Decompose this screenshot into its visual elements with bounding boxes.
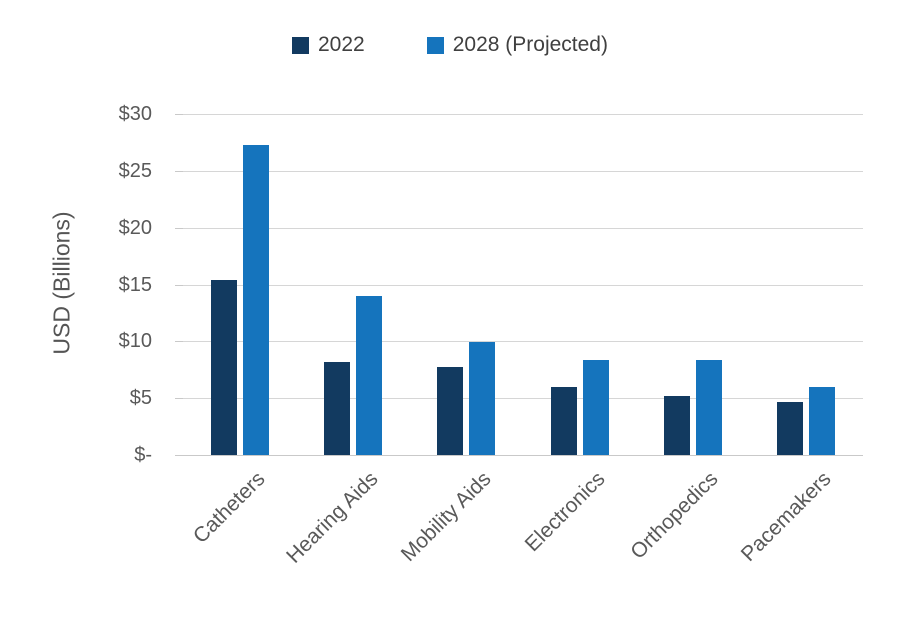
y-tick-label: $25 [118,160,152,182]
y-tick-label: $5 [129,387,152,409]
bar-2028-projected--electronics [583,360,609,455]
legend-item-2028-projected: 2028 (Projected) [426,33,608,57]
bar-2022-mobility-aids [437,367,463,455]
gridline-20 [183,228,863,229]
legend-swatch-2028-projected [426,36,444,54]
bar-2022-electronics [551,387,577,455]
gridline-25 [183,171,863,172]
bar-2028-projected--orthopedics [696,360,722,455]
bar-2022-catheters [211,280,237,455]
bar-2022-pacemakers [777,402,803,455]
y-tick-mark [175,455,183,456]
y-tick-label: $- [134,444,152,466]
gridline-15 [183,285,863,286]
gridline-0 [183,455,863,456]
bar-2028-projected--pacemakers [809,387,835,455]
bar-2028-projected--hearing-aids [356,296,382,455]
bar-2028-projected--catheters [243,145,269,455]
legend-item-2022: 2022 [292,33,365,57]
y-tick-mark [175,285,183,286]
legend-label-2022: 2022 [318,33,365,56]
y-tick-mark [175,114,183,115]
legend-label-2028-projected: 2028 (Projected) [452,33,608,56]
bar-2028-projected--mobility-aids [469,342,495,455]
gridline-10 [183,341,863,342]
y-tick-mark [175,398,183,399]
gridline-30 [183,114,863,115]
plot-area [175,114,863,456]
y-tick-label: $20 [118,217,152,239]
y-tick-mark [175,228,183,229]
y-tick-mark [175,341,183,342]
y-tick-mark [175,171,183,172]
legend-swatch-2022 [292,36,309,54]
y-tick-label: $10 [118,330,152,352]
gridline-5 [183,398,863,399]
y-tick-label: $30 [118,103,152,125]
bar-2022-hearing-aids [324,362,350,455]
bar-2022-orthopedics [664,396,690,455]
y-tick-label: $15 [118,274,152,296]
chart-legend: 2022 2028 (Projected) [0,33,900,57]
